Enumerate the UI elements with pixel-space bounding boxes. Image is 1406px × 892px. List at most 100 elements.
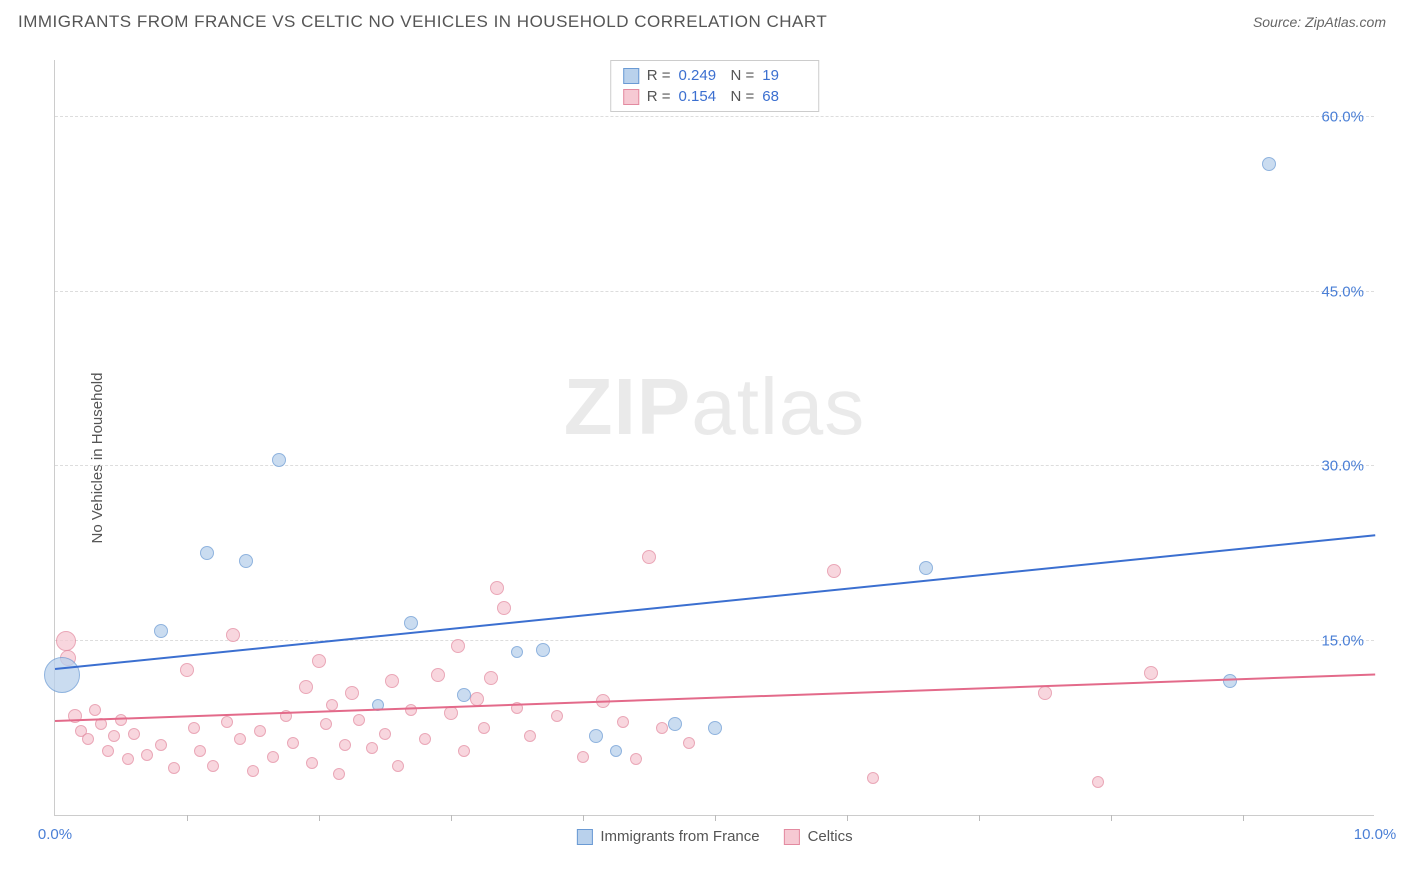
data-point-celtics xyxy=(267,751,279,763)
data-point-celtics xyxy=(497,601,511,615)
data-point-france xyxy=(272,453,286,467)
data-point-celtics xyxy=(247,765,259,777)
data-point-france xyxy=(154,624,168,638)
data-point-celtics xyxy=(320,718,332,730)
n-value: 19 xyxy=(762,67,806,84)
series-legend: Immigrants from France Celtics xyxy=(576,828,852,845)
data-point-france xyxy=(404,616,418,630)
watermark: ZIPatlas xyxy=(564,361,865,453)
data-point-celtics xyxy=(155,739,167,751)
source-label: Source: xyxy=(1253,14,1301,30)
watermark-atlas: atlas xyxy=(691,362,865,451)
data-point-celtics xyxy=(299,680,313,694)
y-tick-label: 60.0% xyxy=(1321,109,1364,126)
r-label: R = xyxy=(647,67,671,84)
data-point-celtics xyxy=(102,745,114,757)
watermark-zip: ZIP xyxy=(564,362,691,451)
data-point-celtics xyxy=(168,762,180,774)
data-point-celtics xyxy=(392,760,404,772)
legend-item-france: Immigrants from France xyxy=(576,828,759,845)
data-point-france xyxy=(239,554,253,568)
data-point-celtics xyxy=(484,671,498,685)
data-point-france xyxy=(589,729,603,743)
data-point-celtics xyxy=(234,733,246,745)
data-point-celtics xyxy=(827,564,841,578)
data-point-celtics xyxy=(82,733,94,745)
x-tick-label: 0.0% xyxy=(38,826,72,843)
y-tick-label: 15.0% xyxy=(1321,632,1364,649)
data-point-celtics xyxy=(333,768,345,780)
x-tick xyxy=(1111,815,1112,821)
data-point-celtics xyxy=(345,686,359,700)
trendline-france xyxy=(55,534,1375,670)
data-point-france xyxy=(919,561,933,575)
swatch-celtics xyxy=(784,829,800,845)
r-value: 0.249 xyxy=(679,67,723,84)
r-label: R = xyxy=(647,88,671,105)
chart-source: Source: ZipAtlas.com xyxy=(1253,14,1386,30)
data-point-celtics xyxy=(524,730,536,742)
data-point-celtics xyxy=(366,742,378,754)
data-point-celtics xyxy=(551,710,563,722)
data-point-celtics xyxy=(221,716,233,728)
trendline-celtics xyxy=(55,673,1375,722)
data-point-celtics xyxy=(188,722,200,734)
data-point-celtics xyxy=(226,628,240,642)
data-point-celtics xyxy=(458,745,470,757)
data-point-france xyxy=(708,721,722,735)
data-point-celtics xyxy=(379,728,391,740)
data-point-celtics xyxy=(630,753,642,765)
x-tick xyxy=(319,815,320,821)
data-point-celtics xyxy=(194,745,206,757)
x-tick xyxy=(187,815,188,821)
data-point-celtics xyxy=(353,714,365,726)
data-point-france xyxy=(511,646,523,658)
data-point-celtics xyxy=(128,728,140,740)
data-point-celtics xyxy=(339,739,351,751)
data-point-celtics xyxy=(385,674,399,688)
data-point-celtics xyxy=(405,704,417,716)
data-point-celtics xyxy=(451,639,465,653)
data-point-celtics xyxy=(1144,666,1158,680)
n-value: 68 xyxy=(762,88,806,105)
data-point-celtics xyxy=(642,550,656,564)
r-value: 0.154 xyxy=(679,88,723,105)
x-tick xyxy=(715,815,716,821)
data-point-celtics xyxy=(577,751,589,763)
gridline xyxy=(55,116,1374,117)
source-link[interactable]: ZipAtlas.com xyxy=(1305,14,1386,30)
data-point-celtics xyxy=(431,668,445,682)
legend-item-celtics: Celtics xyxy=(784,828,853,845)
data-point-celtics xyxy=(306,757,318,769)
data-point-france xyxy=(668,717,682,731)
x-tick xyxy=(451,815,452,821)
data-point-france xyxy=(1223,674,1237,688)
data-point-celtics xyxy=(867,772,879,784)
data-point-celtics xyxy=(419,733,431,745)
data-point-celtics xyxy=(312,654,326,668)
gridline xyxy=(55,640,1374,641)
data-point-france xyxy=(610,745,622,757)
data-point-celtics xyxy=(141,749,153,761)
series-name: Immigrants from France xyxy=(600,828,759,845)
correlation-legend: R = 0.249 N = 19 R = 0.154 N = 68 xyxy=(610,60,820,112)
legend-row-celtics: R = 0.154 N = 68 xyxy=(623,86,807,107)
data-point-celtics xyxy=(1038,686,1052,700)
x-tick xyxy=(979,815,980,821)
data-point-celtics xyxy=(254,725,266,737)
n-label: N = xyxy=(731,67,755,84)
data-point-france xyxy=(1262,157,1276,171)
data-point-celtics xyxy=(490,581,504,595)
data-point-celtics xyxy=(470,692,484,706)
data-point-celtics xyxy=(207,760,219,772)
data-point-france xyxy=(457,688,471,702)
swatch-france xyxy=(576,829,592,845)
y-tick-label: 45.0% xyxy=(1321,283,1364,300)
y-tick-label: 30.0% xyxy=(1321,458,1364,475)
n-label: N = xyxy=(731,88,755,105)
swatch-celtics xyxy=(623,89,639,105)
gridline xyxy=(55,465,1374,466)
data-point-celtics xyxy=(287,737,299,749)
data-point-celtics xyxy=(617,716,629,728)
data-point-celtics xyxy=(683,737,695,749)
